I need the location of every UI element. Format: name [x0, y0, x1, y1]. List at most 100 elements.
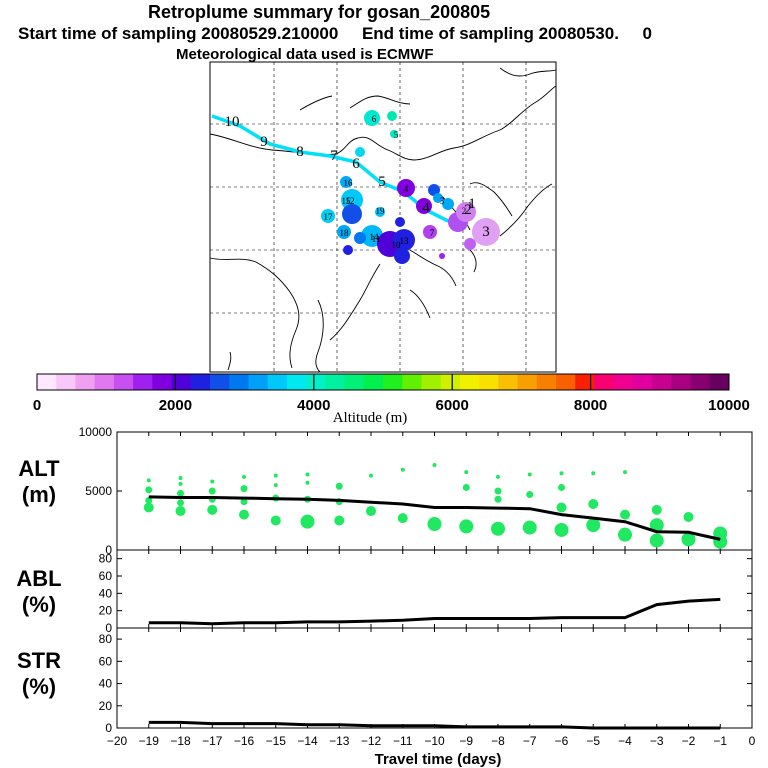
colorbar-segment	[37, 374, 57, 390]
colorbar-segment	[479, 374, 499, 390]
plume-cluster-dot	[428, 184, 440, 196]
x-tick-label: −20	[107, 734, 128, 748]
x-tick-label: −5	[586, 734, 600, 748]
alt-cluster-point	[591, 471, 596, 476]
x-tick-label: −4	[618, 734, 632, 748]
colorbar-segment	[363, 374, 384, 390]
alt-cluster-point	[527, 472, 532, 477]
plume-cluster-dot	[342, 204, 362, 224]
plume-cluster-dot	[390, 130, 398, 138]
alt-cluster-point	[239, 509, 249, 520]
plume-cluster-dot	[393, 229, 415, 251]
cluster-label: 7	[430, 228, 435, 238]
chart-title: Retroplume summary for gosan_200805	[148, 2, 491, 22]
colorbar-segment	[344, 374, 365, 390]
colorbar-tick-label: 6000	[436, 397, 469, 414]
alt-cluster-point	[369, 473, 373, 478]
colorbar-segment	[75, 374, 96, 390]
alt-cluster-point	[207, 504, 218, 515]
colorbar-tick-label: 0	[33, 397, 41, 414]
plume-cluster-dot	[375, 207, 385, 217]
alt-cluster-point	[273, 483, 278, 488]
y-tick-label: 40	[99, 677, 113, 691]
alt-cluster-point	[397, 513, 408, 524]
colorbar-segment	[133, 374, 153, 390]
plume-cluster-dot	[433, 193, 443, 203]
y-tick-label: 80	[99, 632, 113, 646]
alt-cluster-point	[526, 491, 534, 499]
abl-frame	[116, 549, 753, 629]
alt-panel: 10000 5000 0	[79, 425, 753, 557]
alt-cluster-point	[175, 506, 186, 517]
abl-label-line2: (%)	[21, 592, 57, 617]
colorbar-segment	[286, 374, 307, 390]
cluster-label: 6	[372, 114, 377, 124]
alt-cluster-point	[683, 511, 694, 522]
map-frame	[209, 61, 557, 373]
abl-label-line1: ABL	[16, 566, 62, 591]
colorbar-segment	[210, 374, 230, 390]
plume-cluster-dot	[442, 198, 454, 210]
colorbar-segment	[459, 374, 480, 390]
alt-cluster-point	[178, 476, 183, 481]
colorbar-tick-label: 8000	[574, 397, 607, 414]
track-day-label: 9	[260, 134, 268, 150]
colorbar-segment	[709, 374, 730, 390]
colorbar-tick-label: 10000	[708, 397, 750, 414]
alt-cluster-point	[681, 532, 696, 547]
x-tick-label: −11	[393, 734, 413, 748]
alt-cluster-point	[432, 463, 437, 468]
alt-cluster-point	[177, 489, 184, 497]
plume-cluster-dot	[439, 253, 445, 259]
plume-cluster-dot	[343, 245, 353, 255]
plume-cluster-dot	[341, 189, 363, 211]
y-tick-label: 10000	[79, 425, 113, 439]
track-day-label: 1	[468, 196, 476, 212]
colorbar-segment	[113, 374, 134, 390]
y-tick-label: 60	[99, 569, 113, 583]
plume-cluster-dot	[394, 248, 410, 264]
y-tick-label: 40	[99, 586, 113, 600]
colorbar-segment	[56, 374, 76, 390]
colorbar-segment	[517, 374, 538, 390]
alt-cluster-point	[273, 473, 278, 478]
alt-cluster-point	[588, 498, 599, 509]
y-tick-label: 20	[99, 699, 113, 713]
alt-cluster-point	[305, 480, 310, 485]
alt-cluster-point	[427, 517, 442, 532]
y-tick-label: 20	[99, 604, 113, 618]
cluster-label: 4	[404, 184, 409, 194]
y-tick-label: 60	[99, 654, 113, 668]
x-tick-label: −10	[424, 734, 445, 748]
colorbar-frame	[36, 373, 730, 391]
alt-cluster-point	[618, 527, 632, 542]
plume-cluster-dot	[423, 225, 437, 239]
alt-cluster-point	[649, 518, 664, 533]
alt-cluster-point	[462, 483, 470, 491]
alt-cluster-point	[586, 518, 601, 533]
cluster-label: 2	[462, 206, 467, 216]
str-frame	[116, 627, 753, 729]
colorbar-segment	[671, 374, 692, 390]
alt-cluster-point	[556, 502, 567, 513]
alt-cluster-point	[651, 504, 662, 515]
x-tick-label: −14	[297, 734, 318, 748]
alt-cluster-point	[208, 487, 216, 495]
alt-cluster-point	[464, 470, 469, 475]
x-tick-label: −18	[170, 734, 191, 748]
plume-cluster-dot	[456, 202, 476, 222]
colorbar-segment	[440, 374, 461, 390]
alt-cluster-point	[491, 521, 505, 536]
plume-cluster-dot	[387, 111, 397, 121]
alt-cluster-point	[334, 515, 345, 526]
alt-cluster-point	[177, 499, 184, 507]
cluster-label: 18	[340, 228, 350, 238]
alt-cluster-point	[242, 474, 246, 479]
colorbar-segment	[652, 374, 672, 390]
abl-panel-label: ABL (%)	[4, 566, 74, 618]
x-tick-label: −3	[650, 734, 664, 748]
colorbar-axis-label: Altitude (m)	[333, 410, 408, 426]
track-day-label: 7	[330, 148, 338, 164]
str-label-line2: (%)	[21, 674, 57, 699]
